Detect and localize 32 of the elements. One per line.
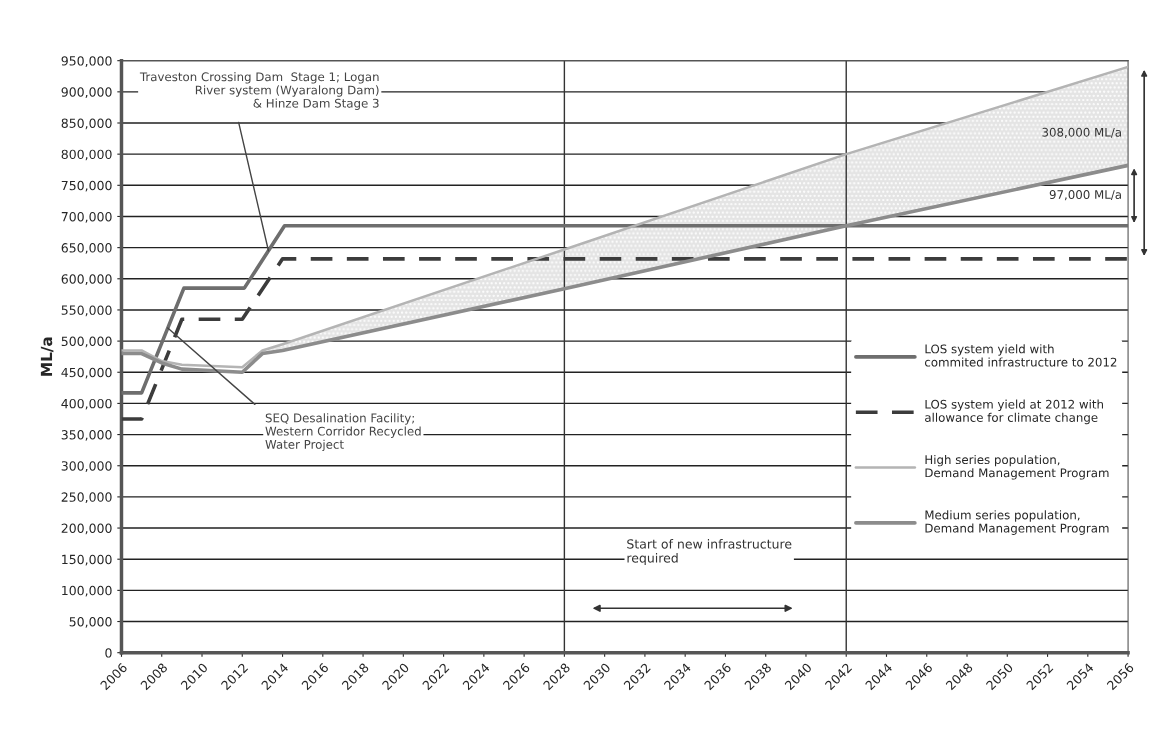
legend-label: Medium series population, Demand Management Program bbox=[925, 510, 1109, 535]
y-tick-label: 0 bbox=[105, 648, 112, 658]
y-tick-label: 400,000 bbox=[61, 398, 112, 410]
y-tick-label: 750,000 bbox=[61, 180, 112, 192]
y-tick-label: 150,000 bbox=[62, 554, 112, 566]
y-tick-label: 500,000 bbox=[61, 336, 112, 348]
y-tick-label: 300,000 bbox=[61, 461, 112, 472]
annotation: 97,000 ML/a bbox=[1049, 190, 1121, 201]
legend-label: LOS system yield at 2012 with allowance for climate change bbox=[925, 399, 1103, 425]
legend-label: LOS system yield with commited infrastructure to 2012 bbox=[925, 344, 1117, 367]
y-tick-label: 200,000 bbox=[61, 523, 112, 535]
y-tick-label: 700,000 bbox=[61, 211, 112, 223]
annotation: 308,000 ML/a bbox=[1042, 127, 1121, 138]
y-tick-label: 50,000 bbox=[69, 616, 112, 628]
y-tick-label: 350,000 bbox=[61, 430, 112, 441]
y-tick-label: 550,000 bbox=[61, 305, 112, 317]
annotation: Traveston Crossing Dam Stage 1; Logan River system (Wyaralong Dam) & Hinze Dam Stage 3 bbox=[139, 72, 379, 110]
line-series bbox=[121, 163, 1129, 375]
legend-label: High series population, Demand Management Program bbox=[925, 454, 1109, 480]
y-axis-title: ML/a bbox=[40, 337, 54, 376]
y-tick-label: 850,000 bbox=[61, 118, 112, 130]
y-tick-label: 950,000 bbox=[61, 56, 112, 67]
y-tick-label: 100,000 bbox=[62, 585, 112, 597]
y-tick-label: 450,000 bbox=[61, 367, 112, 379]
y-tick-label: 800,000 bbox=[61, 149, 112, 161]
line-series bbox=[121, 65, 1129, 369]
y-tick-label: 600,000 bbox=[61, 274, 112, 285]
y-tick-label: 650,000 bbox=[61, 243, 112, 254]
y-tick-label: 250,000 bbox=[61, 492, 112, 504]
annotation: SEQ Desalination Facility; Western Corridor Recycled Water Project bbox=[265, 413, 421, 452]
y-tick-label: 900,000 bbox=[61, 87, 112, 99]
annotation: Start of new infrastructure required bbox=[627, 538, 792, 566]
